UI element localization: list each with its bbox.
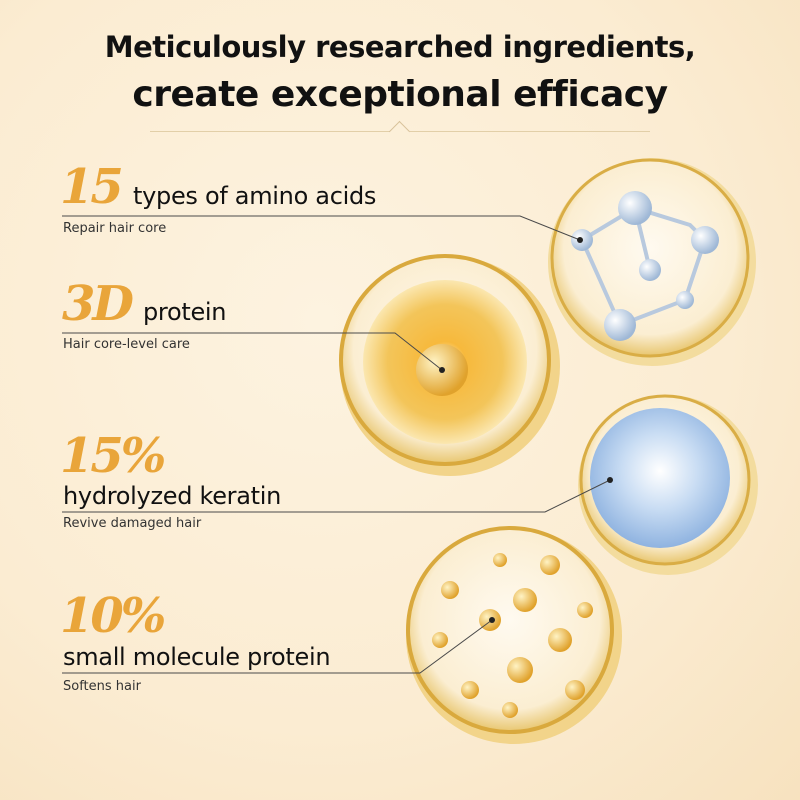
golden-protein-sphere-icon — [339, 254, 560, 476]
molecule-protein-percent: 10% — [60, 588, 166, 644]
amino-acid-subtitle: Repair hair core — [63, 221, 167, 236]
amino-acid-count: 15 — [60, 159, 124, 215]
amino-acid-molecule-icon — [548, 158, 756, 366]
protein-number: 3D — [62, 276, 134, 332]
keratin-percent: 15% — [60, 428, 166, 484]
blue-keratin-sphere-icon — [578, 394, 758, 575]
molecule-cluster-icon — [406, 526, 622, 744]
molecule-protein-label: small molecule protein — [63, 643, 331, 671]
protein-label: protein — [143, 298, 227, 326]
headline-line-1: Meticulously researched ingredients, — [104, 30, 696, 64]
protein-subtitle: Hair core-level care — [63, 337, 190, 352]
divider-right — [410, 131, 650, 132]
amino-acid-label: types of amino acids — [133, 182, 377, 210]
leader-lines — [62, 215, 611, 674]
divider-left — [150, 131, 390, 132]
keratin-subtitle: Revive damaged hair — [63, 516, 202, 531]
molecule-protein-subtitle: Softens hair — [63, 679, 141, 694]
headline-line-2: create exceptional efficacy — [132, 74, 668, 115]
keratin-label: hydrolyzed keratin — [63, 482, 282, 510]
